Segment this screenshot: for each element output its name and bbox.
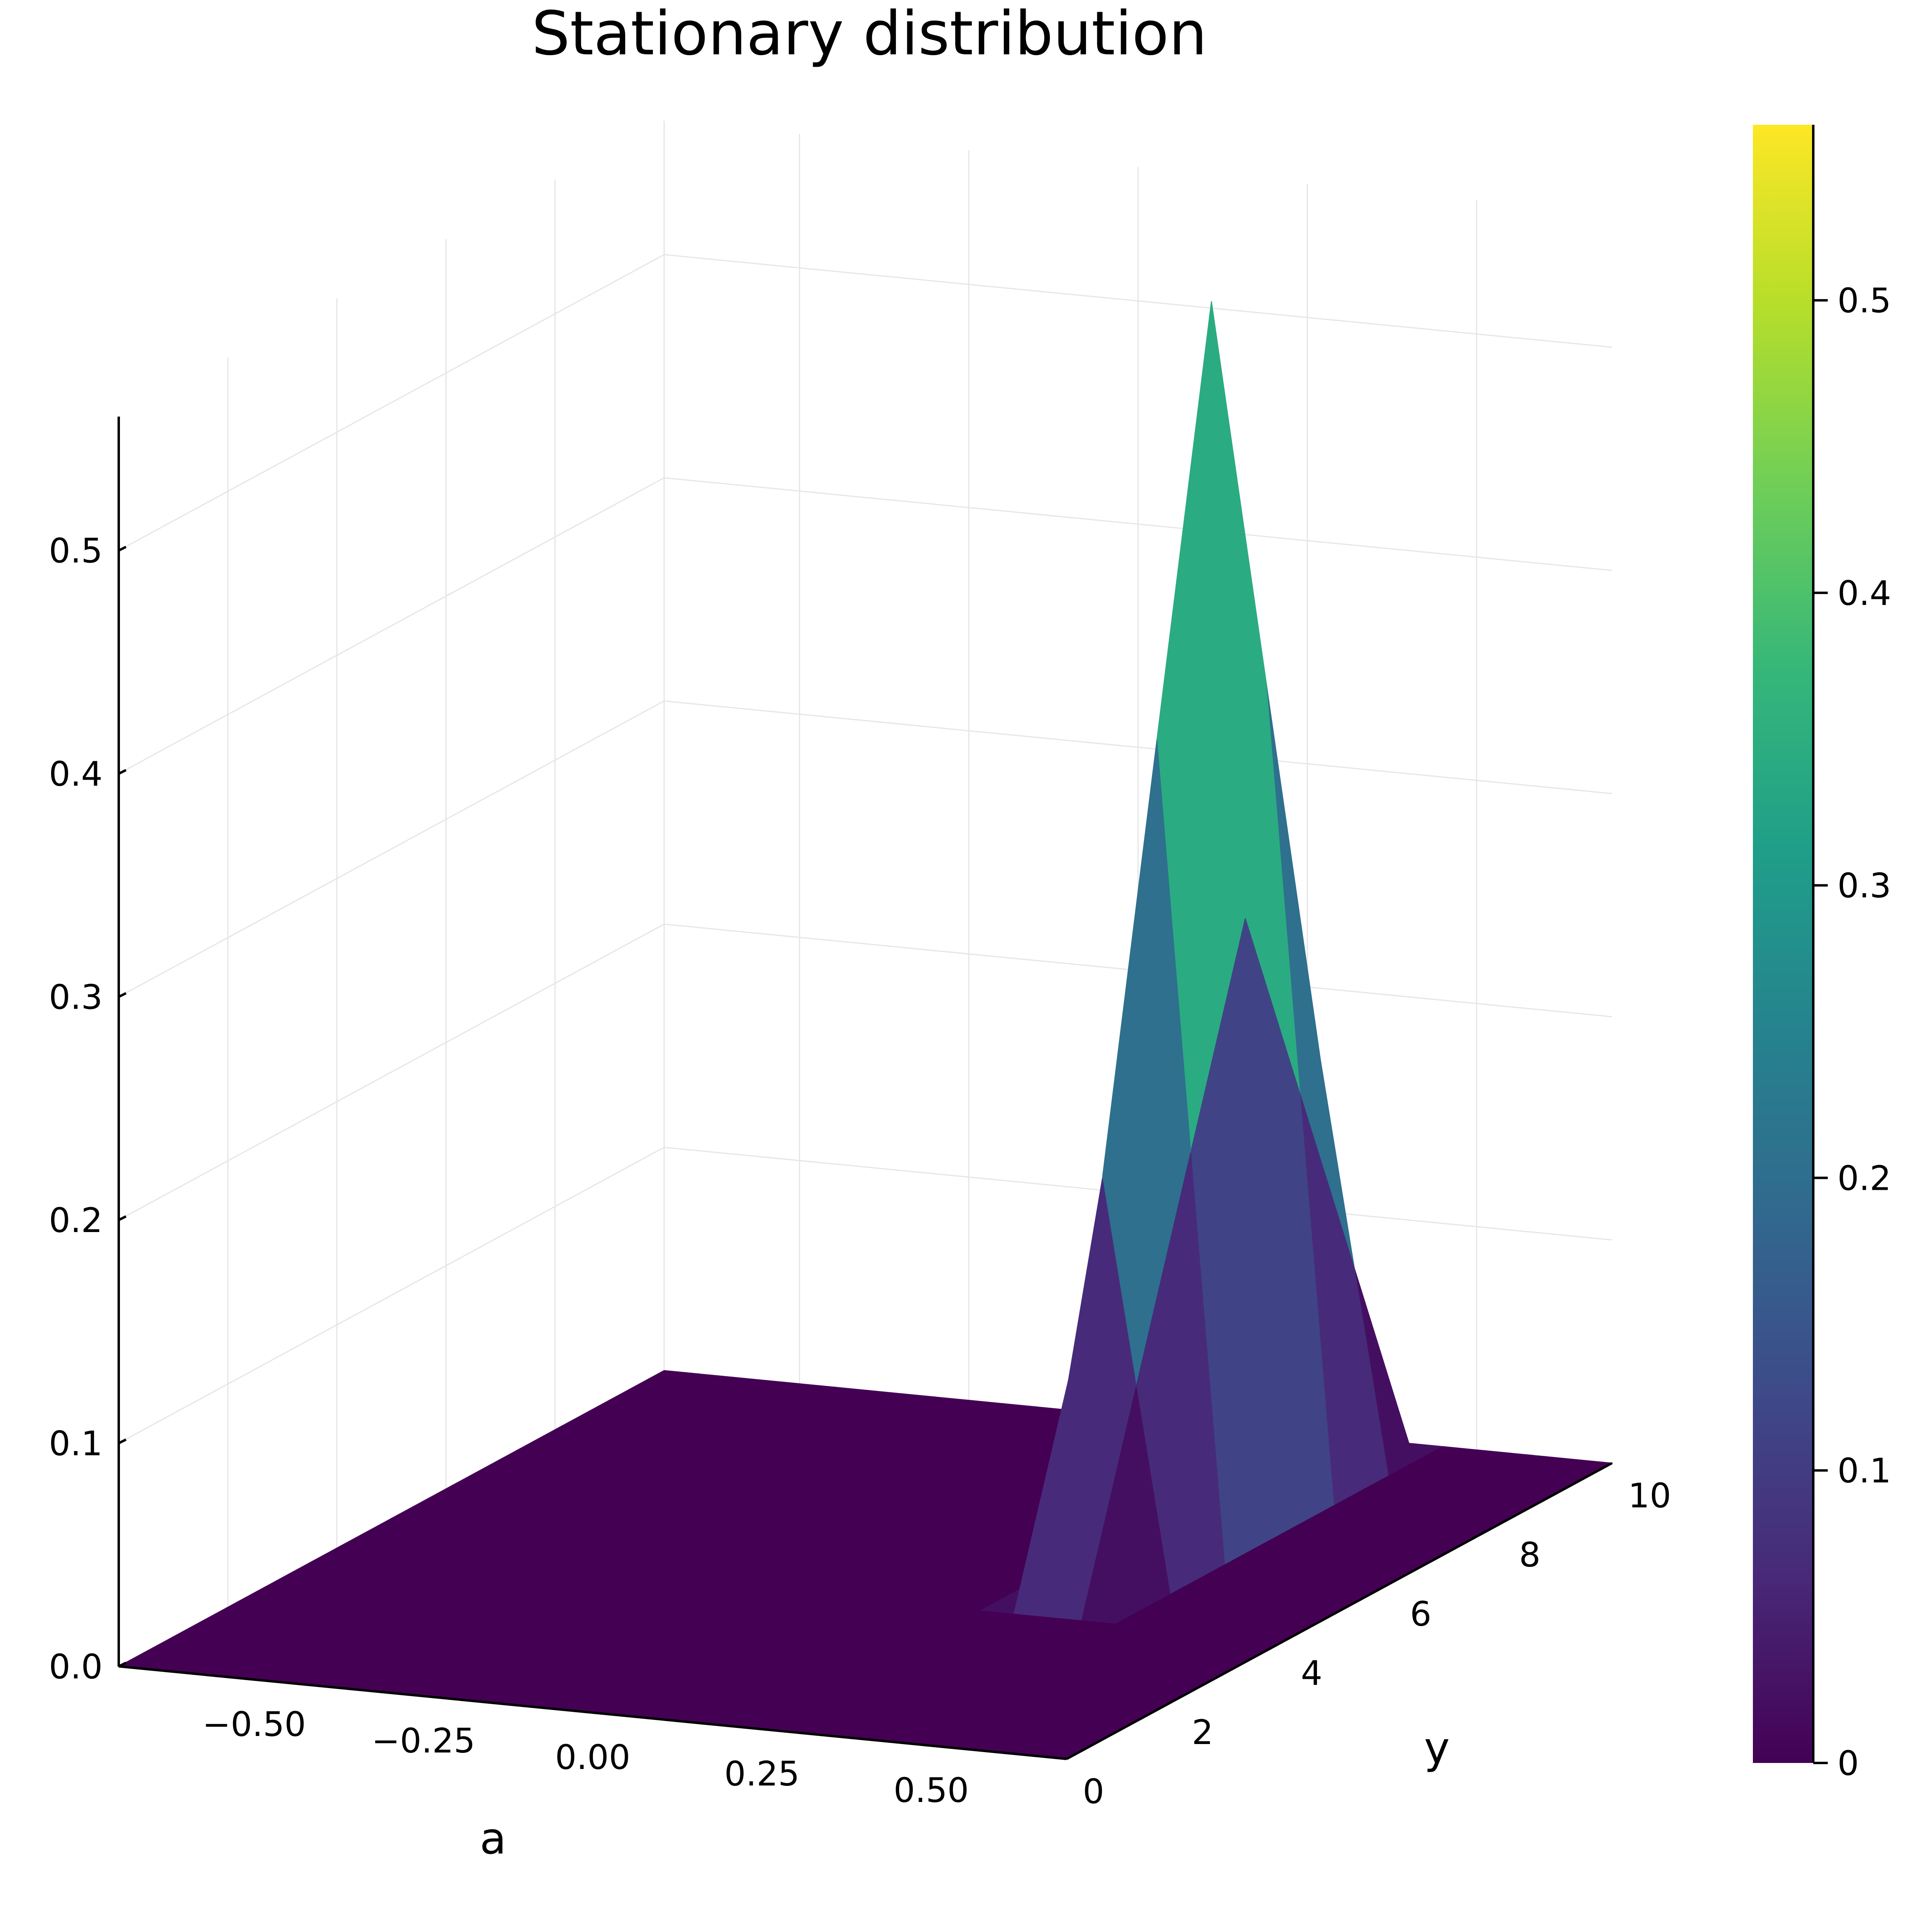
y-tick-label: 4 xyxy=(1301,1653,1322,1693)
y-tick-label: 10 xyxy=(1628,1476,1671,1515)
z-tick xyxy=(118,1662,127,1668)
colorbar-tick-label: 0 xyxy=(1837,1744,1859,1783)
y-tick-label: 6 xyxy=(1410,1594,1431,1634)
chart-title: Stationary distribution xyxy=(532,0,1207,69)
y-axis-line xyxy=(1066,1462,1613,1760)
colorbar-tick-label: 0.5 xyxy=(1837,281,1891,320)
colorbar-tick-label: 0.1 xyxy=(1837,1451,1891,1490)
z-tick xyxy=(118,992,127,998)
x-tick-label: 0.25 xyxy=(724,1754,800,1794)
z-tick-label: 0.1 xyxy=(49,1424,103,1463)
colorbar: 0 0.1 0.2 0.3 0.4 0.5 xyxy=(1753,125,1891,1783)
x-tick-label: −0.50 xyxy=(202,1705,306,1744)
y-tick-label: 8 xyxy=(1519,1535,1540,1575)
grid-line-z-left xyxy=(118,477,665,774)
axes-layer: −0.50 −0.25 0.00 0.25 0.50 0 2 4 6 8 10 0.0 0.1 0.2 0.… xyxy=(49,417,1671,1811)
colorbar-tick-label: 0.3 xyxy=(1837,866,1891,906)
x-tick-label: 0.00 xyxy=(555,1738,630,1777)
colorbar-tick-label: 0.4 xyxy=(1837,574,1891,613)
grid-line-z-left xyxy=(118,700,665,997)
z-tick-label: 0.0 xyxy=(49,1647,103,1686)
z-tick-label: 0.3 xyxy=(49,978,103,1017)
colorbar-gradient xyxy=(1753,125,1813,1763)
z-tick xyxy=(118,769,127,775)
grid-line-z-left xyxy=(118,254,665,551)
x-tick-label: 0.50 xyxy=(894,1771,969,1810)
y-tick-label: 2 xyxy=(1192,1713,1213,1752)
colorbar-tick-label: 0.2 xyxy=(1837,1158,1891,1198)
z-tick-label: 0.4 xyxy=(49,754,103,794)
z-tick-label: 0.5 xyxy=(49,531,103,571)
z-tick-label: 0.2 xyxy=(49,1201,103,1240)
x-axis-line xyxy=(118,1665,1067,1760)
y-tick-label: 0 xyxy=(1083,1772,1104,1811)
surface-plot xyxy=(117,301,1614,1760)
grid-line-z-left xyxy=(118,923,665,1221)
z-tick xyxy=(118,1438,127,1445)
grid-line-z-left xyxy=(118,1147,665,1444)
y-axis-label: y xyxy=(1424,1723,1450,1773)
x-axis-label: a xyxy=(480,1814,506,1864)
z-tick xyxy=(118,545,127,552)
x-tick-label: −0.25 xyxy=(372,1721,475,1761)
z-tick xyxy=(118,1215,127,1221)
